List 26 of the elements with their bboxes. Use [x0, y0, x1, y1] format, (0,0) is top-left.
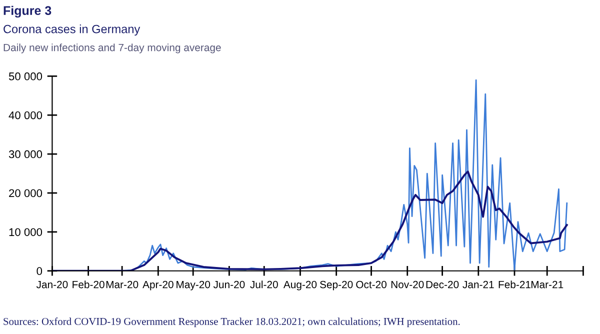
x-tick-label: Jan-20: [36, 280, 68, 288]
y-tick-label: 50 000: [8, 72, 42, 80]
x-tick-label: Feb-20: [72, 280, 104, 288]
x-tick-label: Jan-21: [462, 280, 494, 288]
chart-subtitle: Corona cases in Germany: [4, 24, 140, 36]
x-tick-label: Aug-20: [283, 280, 317, 290]
x-tick-label: May-20: [176, 280, 210, 290]
source-note: Sources: Oxford COVID-19 Government Response Tracker 18.03.2021; own calculations; IWH presentation.: [4, 318, 460, 328]
text: Daily new infections and 7-day moving average: [4, 44, 221, 54]
chart-title: Figure 3: [4, 6, 52, 18]
x-tick-label: Jun-20: [213, 280, 245, 288]
x-tick-label: Apr-20: [142, 280, 174, 290]
x-tick-label: Mar-21: [531, 280, 564, 288]
x-tick-label: Jul-20: [250, 280, 278, 288]
x-tick-label: Sep-20: [320, 280, 353, 290]
x-tick-label: Feb-21: [498, 280, 530, 288]
x-tick-label: Nov-20: [391, 280, 424, 288]
y-tick-label: 0: [36, 267, 42, 276]
y-tick-label: 40 000: [8, 111, 42, 120]
x-tick-label: Mar-20: [106, 280, 138, 288]
y-tick-label: 30 000: [8, 150, 42, 158]
line-series: [52, 170, 568, 271]
y-tick-label: 20 000: [9, 189, 42, 198]
x-tick-label: Dec-20: [426, 280, 459, 288]
y-tick-label: 10 000: [9, 228, 42, 236]
x-tick-label: Oct-20: [356, 280, 386, 288]
